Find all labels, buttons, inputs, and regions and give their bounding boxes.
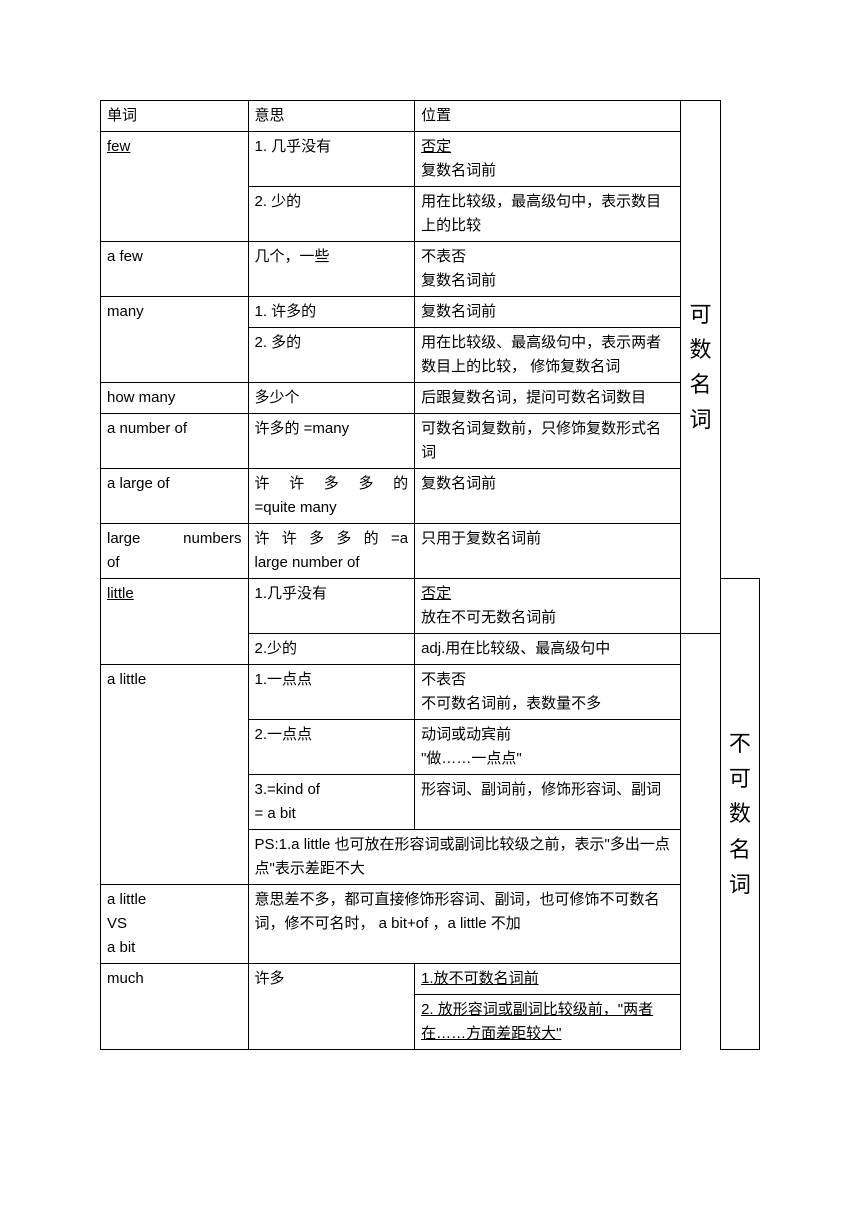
word-much: much xyxy=(101,964,249,1050)
afew-m: 几个，一些 xyxy=(248,242,415,297)
word-afew: a few xyxy=(101,242,249,297)
word-little: little xyxy=(101,579,249,665)
header-meaning: 意思 xyxy=(248,101,415,132)
alargeof-p: 复数名词前 xyxy=(415,469,681,524)
many-m1: 1. 许多的 xyxy=(248,297,415,328)
howmany-p: 后跟复数名词，提问可数名词数目 xyxy=(415,383,681,414)
afew-p: 不表否复数名词前 xyxy=(415,242,681,297)
many-p1: 复数名词前 xyxy=(415,297,681,328)
word-howmany: how many xyxy=(101,383,249,414)
word-many: many xyxy=(101,297,249,383)
alittle-ps: PS:1.a little 也可放在形容词或副词比较级之前，表示"多出一点点"表… xyxy=(248,830,681,885)
category-countable: 可 数 名 词 xyxy=(681,101,720,634)
alittle-p1: 不表否不可数名词前，表数量不多 xyxy=(415,665,681,720)
many-p2: 用在比较级、最高级句中，表示两者数目上的比较， 修饰复数名词 xyxy=(415,328,681,383)
few-p2: 用在比较级，最高级句中，表示数目上的比较 xyxy=(415,187,681,242)
word-largenumbersof: large numbersof xyxy=(101,524,249,579)
category-uncountable: 不 可 数 名 词 xyxy=(720,579,759,1050)
word-alittle-vs-abit: a littleVSa bit xyxy=(101,885,249,964)
header-word: 单词 xyxy=(101,101,249,132)
header-position: 位置 xyxy=(415,101,681,132)
little-m1: 1.几乎没有 xyxy=(248,579,415,634)
anumberof-p: 可数名词复数前，只修饰复数形式名词 xyxy=(415,414,681,469)
alittle-p2: 动词或动宾前"做……一点点" xyxy=(415,720,681,775)
much-m: 许多 xyxy=(248,964,415,1050)
word-few: few xyxy=(101,132,249,242)
grammar-table: 单词 意思 位置 可 数 名 词 few 1. 几乎没有 否定复数名词前 2. … xyxy=(100,100,760,1050)
largenumbersof-p: 只用于复数名词前 xyxy=(415,524,681,579)
few-m2: 2. 少的 xyxy=(248,187,415,242)
alittle-m3: 3.=kind of = a bit xyxy=(248,775,415,830)
little-p1: 否定放在不可无数名词前 xyxy=(415,579,681,634)
alittle-m2: 2.一点点 xyxy=(248,720,415,775)
little-m2: 2.少的 xyxy=(248,634,415,665)
word-alargeof: a large of xyxy=(101,469,249,524)
few-m1: 1. 几乎没有 xyxy=(248,132,415,187)
anumberof-m: 许多的 =many xyxy=(248,414,415,469)
word-alittle: a little xyxy=(101,665,249,885)
alargeof-m: 许 许 多 多 的=quite many xyxy=(248,469,415,524)
much-p2: 2. 放形容词或副词比较级前，"两者在……方面差距较大" xyxy=(415,995,681,1050)
alittlevs-m: 意思差不多，都可直接修饰形容词、副词，也可修饰不可数名词，修不可名时， a bi… xyxy=(248,885,681,964)
word-anumberof: a number of xyxy=(101,414,249,469)
much-p1: 1.放不可数名词前 xyxy=(415,964,681,995)
many-m2: 2. 多的 xyxy=(248,328,415,383)
alittle-p3: 形容词、副词前，修饰形容词、副词 xyxy=(415,775,681,830)
largenumbersof-m: 许 许 多 多 的 =alarge number of xyxy=(248,524,415,579)
alittle-m1: 1.一点点 xyxy=(248,665,415,720)
little-p2: adj.用在比较级、最高级句中 xyxy=(415,634,681,665)
howmany-m: 多少个 xyxy=(248,383,415,414)
few-p1: 否定复数名词前 xyxy=(415,132,681,187)
